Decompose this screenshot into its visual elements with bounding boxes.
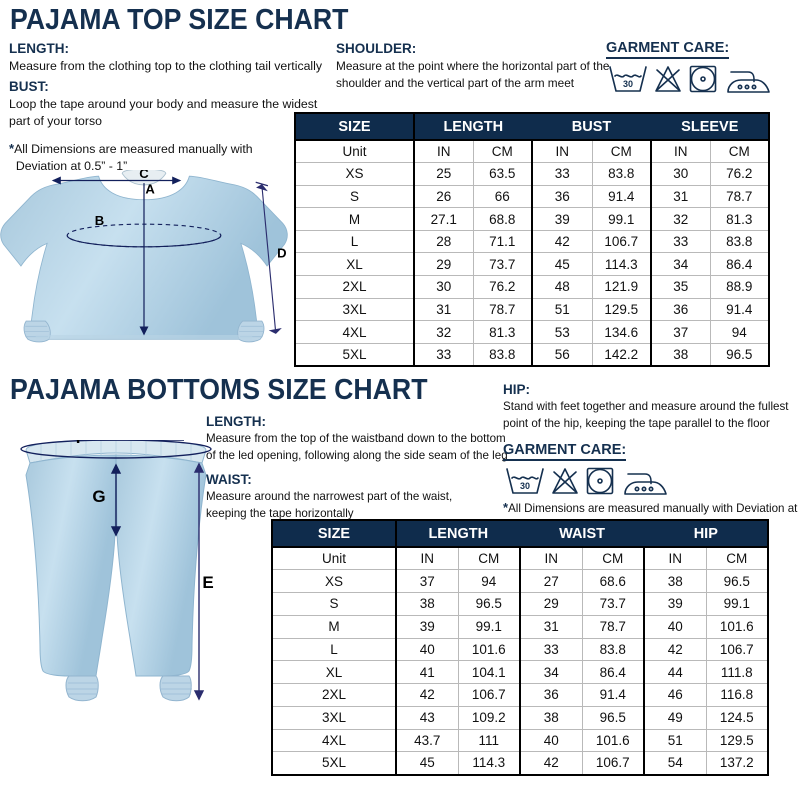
svg-text:30: 30: [623, 79, 633, 89]
svg-text:A: A: [145, 182, 155, 197]
svg-text:F: F: [76, 440, 86, 447]
svg-text:D: D: [277, 245, 286, 260]
svg-text:30: 30: [520, 481, 530, 491]
svg-text:E: E: [202, 573, 213, 592]
svg-text:C: C: [139, 170, 149, 181]
svg-text:G: G: [92, 487, 105, 506]
svg-text:B: B: [95, 213, 104, 228]
